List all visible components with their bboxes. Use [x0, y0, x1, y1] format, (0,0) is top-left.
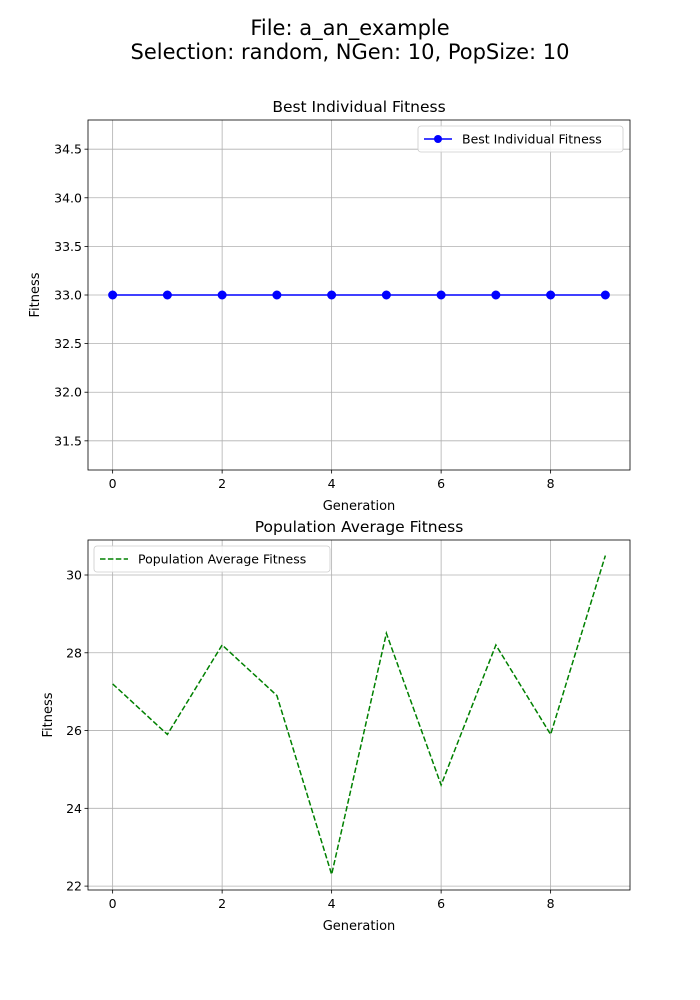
- chart-1-y-tick-label: 33.5: [54, 239, 82, 254]
- chart-2-x-tick-label: 4: [328, 896, 336, 911]
- suptitle-line-1: File: a_an_example: [250, 16, 450, 40]
- chart-1-x-axis-label: Generation: [323, 499, 396, 514]
- chart-1-data-point: [272, 290, 282, 300]
- chart-1-y-tick-label: 34.5: [54, 142, 82, 157]
- chart-1-data-point: [217, 290, 227, 300]
- chart-2-series-line: [112, 555, 607, 878]
- chart-2-y-axis-label: Fitness: [41, 692, 56, 737]
- chart-2-title: Population Average Fitness: [255, 518, 464, 536]
- chart-1-data-point: [546, 290, 556, 300]
- chart-1-data-point: [600, 290, 610, 300]
- chart-2-y-tick-label: 26: [66, 723, 82, 738]
- chart-1-x-tick-label: 6: [437, 476, 445, 491]
- suptitle-line-2: Selection: random, NGen: 10, PopSize: 10: [130, 40, 570, 64]
- chart-2-x-tick-label: 2: [218, 896, 226, 911]
- chart-2-y-tick-label: 22: [66, 879, 82, 894]
- chart-2-x-tick-label: 6: [437, 896, 445, 911]
- chart-1-y-tick-label: 31.5: [54, 433, 82, 448]
- chart-1-legend: Best Individual Fitness: [417, 125, 624, 153]
- chart-1-data-point: [436, 290, 446, 300]
- chart-2-y-tick-label: 28: [66, 645, 82, 660]
- chart-1-x-tick-label: 2: [218, 476, 226, 491]
- chart-1-data-point: [162, 290, 172, 300]
- chart-1-legend-label: Best Individual Fitness: [462, 132, 602, 147]
- chart-2-y-tick-label: 24: [66, 801, 82, 816]
- chart-1-data-point: [381, 290, 391, 300]
- chart-1-x-tick-label: 0: [109, 476, 117, 491]
- figure-suptitle: File: a_an_example Selection: random, NG…: [0, 16, 700, 64]
- chart-1-x-tick-label: 8: [547, 476, 555, 491]
- chart-1-data-point: [327, 290, 337, 300]
- chart-2-axes-frame: [87, 539, 631, 891]
- chart-1-y-tick-label: 33.0: [54, 288, 82, 303]
- chart-1-y-tick-label: 32.0: [54, 385, 82, 400]
- chart-1-legend-swatch-marker: [434, 135, 442, 143]
- chart-1-y-axis-label: Fitness: [28, 272, 43, 317]
- chart-1-data-point: [491, 290, 501, 300]
- chart-2-y-tick-label: 30: [66, 568, 82, 583]
- chart-2-plot-area: [88, 540, 630, 890]
- chart-2-legend-label: Population Average Fitness: [138, 552, 306, 567]
- chart-1-title: Best Individual Fitness: [272, 98, 445, 116]
- chart-2-legend-box: [93, 545, 331, 573]
- chart-1-group: 0 2 4 6 8 31.5 32.0 32.5 33.0 33.5 34.0 34.5 Best In…: [28, 98, 631, 514]
- chart-2-x-tick-label: 0: [109, 896, 117, 911]
- chart-2-x-axis-label: Generation: [323, 919, 396, 934]
- chart-2-legend: Population Average Fitness: [93, 545, 331, 573]
- chart-1-y-tick-label: 32.5: [54, 336, 82, 351]
- chart-1-x-tick-label: 4: [328, 476, 336, 491]
- chart-2-x-tick-label: 8: [547, 896, 555, 911]
- chart-1-data-point: [108, 290, 118, 300]
- chart-1-y-tick-label: 34.0: [54, 190, 82, 205]
- chart-1-legend-box: [417, 125, 624, 153]
